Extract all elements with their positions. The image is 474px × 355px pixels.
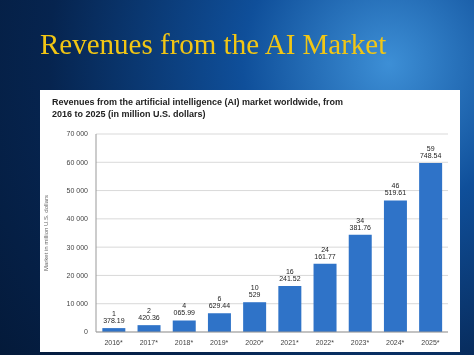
svg-text:2420.36: 2420.36 <box>138 307 160 321</box>
svg-text:59748.54: 59748.54 <box>420 145 442 159</box>
svg-text:34381.76: 34381.76 <box>350 217 372 231</box>
svg-text:50 000: 50 000 <box>67 187 89 194</box>
svg-text:60 000: 60 000 <box>67 159 89 166</box>
svg-text:70 000: 70 000 <box>67 130 89 137</box>
svg-text:10 000: 10 000 <box>67 300 89 307</box>
html-text:Revenues from the AI Market: Revenues from the AI Market <box>40 28 387 60</box>
svg-text:24161.77: 24161.77 <box>314 246 336 260</box>
svg-text:2020*: 2020* <box>245 339 264 346</box>
html-text:Revenues from the artificial i: Revenues from the artificial intelligenc… <box>52 97 344 119</box>
svg-text:2022*: 2022* <box>316 339 335 346</box>
svg-text:2017*: 2017* <box>140 339 159 346</box>
svg-text:40 000: 40 000 <box>67 215 89 222</box>
svg-text:2023*: 2023* <box>351 339 370 346</box>
svg-text:2024*: 2024* <box>386 339 405 346</box>
svg-text:0: 0 <box>84 328 88 335</box>
svg-text:20 000: 20 000 <box>67 272 89 279</box>
svg-text:2016*: 2016* <box>104 339 123 346</box>
svg-text:1378.19: 1378.19 <box>103 310 125 324</box>
svg-text:30 000: 30 000 <box>67 244 89 251</box>
svg-text:Market in million U.S. dollars: Market in million U.S. dollars <box>43 195 49 271</box>
svg-text:2025*: 2025* <box>421 339 440 346</box>
svg-text:16241.52: 16241.52 <box>279 268 301 282</box>
svg-text:2018*: 2018* <box>175 339 194 346</box>
svg-text:46519.61: 46519.61 <box>385 182 407 196</box>
svg-text:10529: 10529 <box>249 284 261 298</box>
svg-text:2021*: 2021* <box>280 339 299 346</box>
svg-text:2019*: 2019* <box>210 339 229 346</box>
svg-text:6629.44: 6629.44 <box>209 295 231 309</box>
svg-text:4065.99: 4065.99 <box>174 302 196 316</box>
